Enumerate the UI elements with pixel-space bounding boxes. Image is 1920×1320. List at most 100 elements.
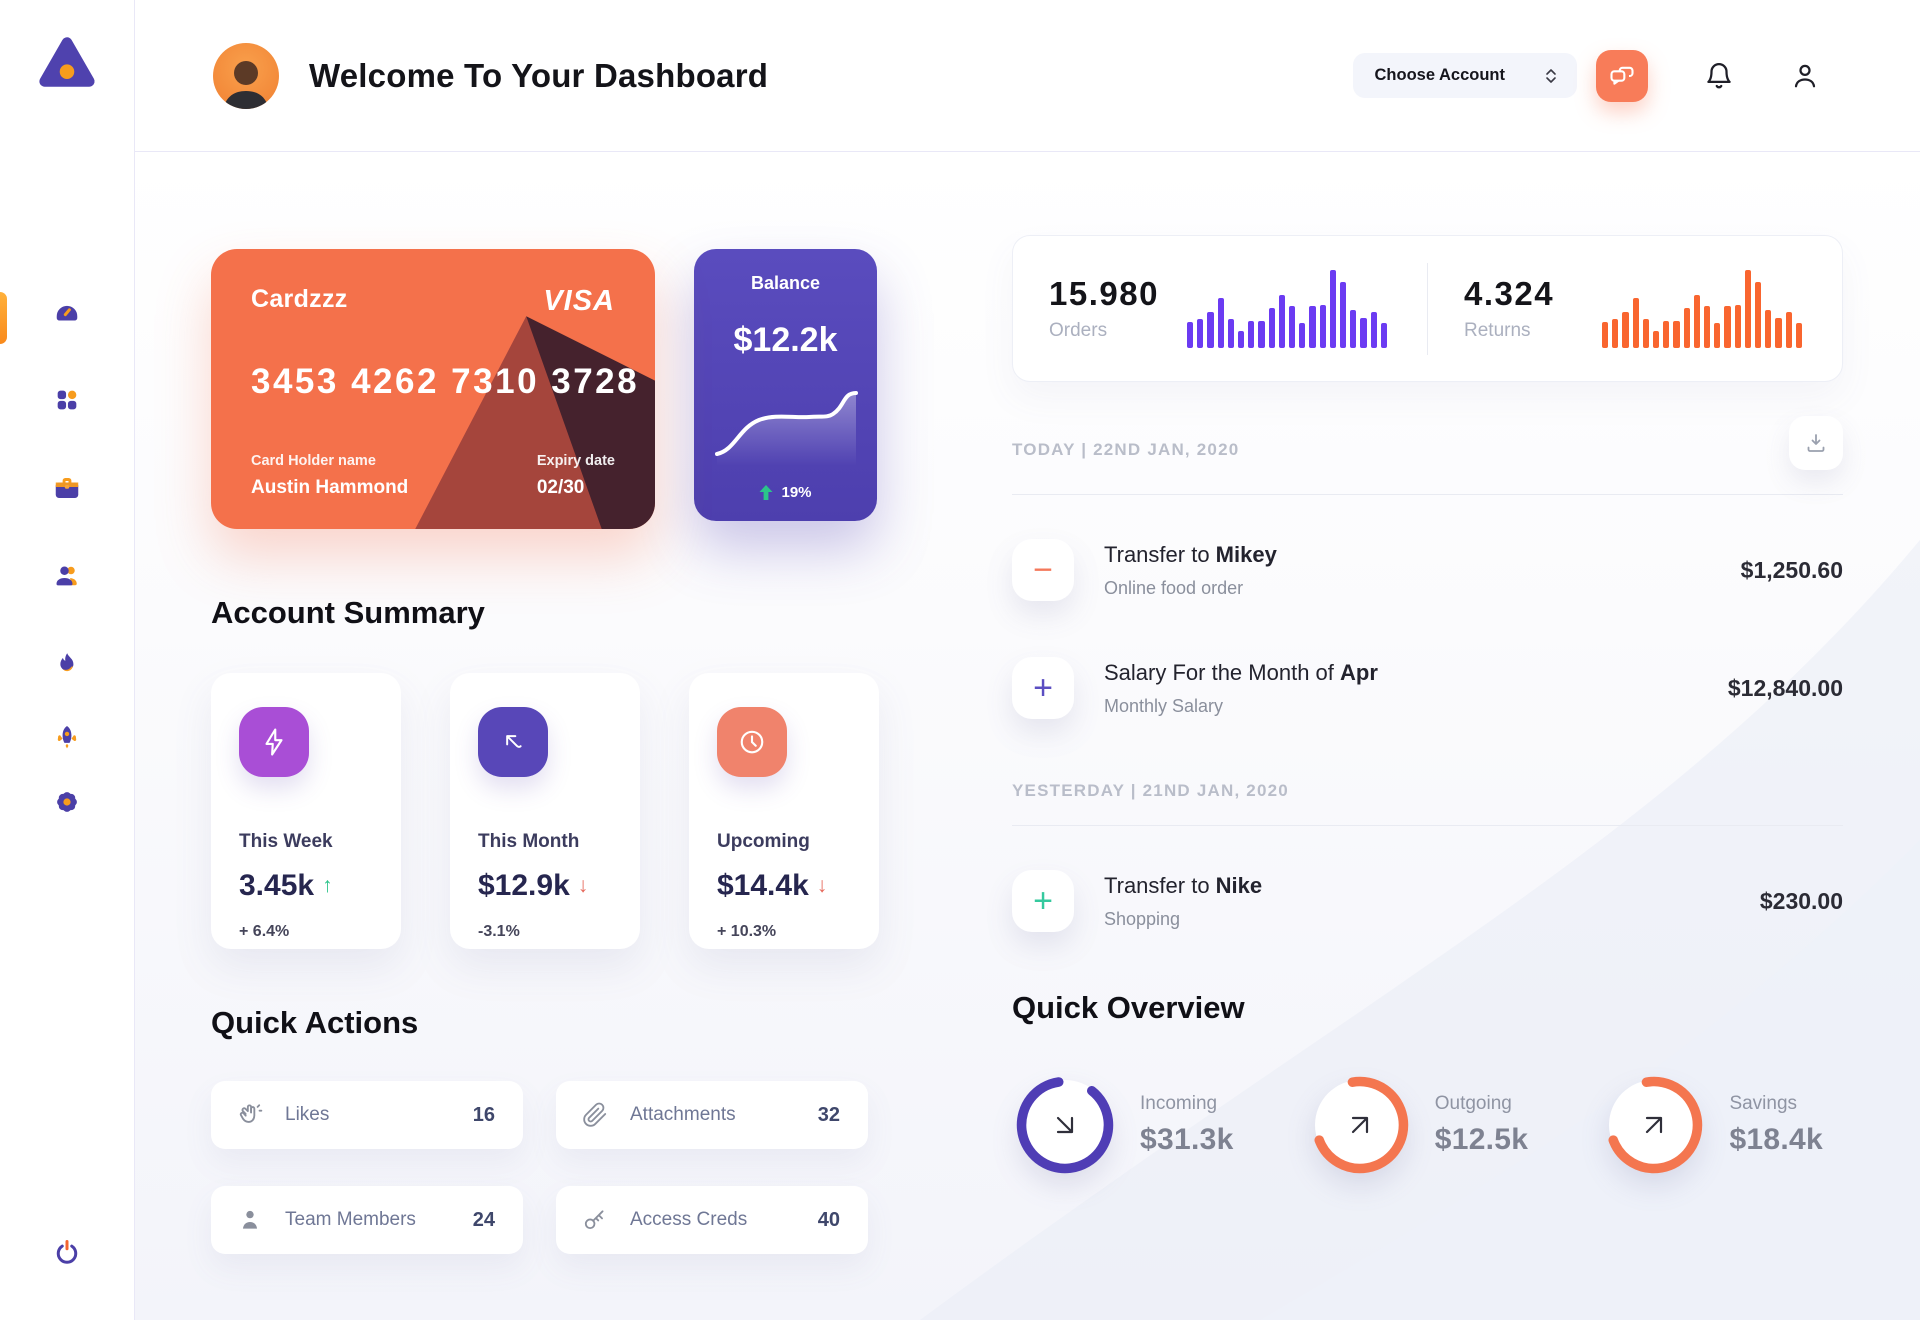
- nav-item-dashboard[interactable]: [47, 294, 87, 330]
- overview-value: $31.3k: [1140, 1123, 1234, 1156]
- summary-card-this-week: This Week 3.45k ↑ + 6.4%: [211, 673, 401, 949]
- yesterday-date-header: YESTERDAY | 21ND JAN, 2020: [1012, 781, 1289, 800]
- sidebar: [0, 0, 135, 1320]
- active-nav-indicator: [0, 292, 7, 344]
- chat-icon: [1610, 66, 1634, 85]
- divider: [1012, 494, 1843, 495]
- summary-label: This Week: [239, 831, 333, 852]
- rocket-icon: [57, 726, 77, 749]
- summary-change: -3.1%: [478, 923, 520, 940]
- stats-divider: [1427, 262, 1428, 355]
- quick-overview-row: Incoming $31.3k Outgoing $12.5k: [1012, 1072, 1843, 1178]
- account-summary-cards: This Week 3.45k ↑ + 6.4% This Month $12.…: [211, 673, 879, 949]
- arrow-up-right-icon: [1646, 1116, 1663, 1134]
- transaction-subtitle: Online food order: [1104, 577, 1244, 598]
- transaction-row[interactable]: − Transfer to Mikey Online food order $1…: [1012, 539, 1843, 601]
- transaction-row[interactable]: + Salary For the Month of Apr Monthly Sa…: [1012, 657, 1843, 719]
- visa-logo: VISA: [543, 285, 615, 317]
- logout-button[interactable]: [47, 1232, 87, 1272]
- overview-value: $18.4k: [1729, 1123, 1823, 1156]
- lightning-icon: [265, 728, 283, 756]
- transaction-title: Salary For the Month of Apr: [1104, 659, 1378, 685]
- bell-icon: [1707, 62, 1731, 88]
- transaction-amount: $1,250.60: [1740, 556, 1843, 583]
- left-column: Cardzzz VISA 3453 4262 7310 3728 Card Ho…: [211, 249, 879, 1254]
- plus-icon: +: [1012, 657, 1074, 719]
- balance-change: 19%: [781, 484, 812, 501]
- card-expiry-value: 02/30: [536, 477, 585, 498]
- credit-card: Cardzzz VISA 3453 4262 7310 3728 Card Ho…: [211, 249, 655, 529]
- card-holder-name: Austin Hammond: [251, 477, 409, 498]
- transaction-title: Transfer to Mikey: [1104, 541, 1277, 567]
- choose-account-label: Choose Account: [1374, 66, 1505, 84]
- divider: [1012, 825, 1843, 826]
- overview-outgoing: Outgoing $12.5k: [1307, 1072, 1529, 1178]
- outgoing-donut-chart: [1307, 1072, 1413, 1178]
- balance-card: Balance $12.2k 19%: [694, 249, 877, 521]
- gear-icon: [57, 792, 77, 812]
- quick-action-likes[interactable]: Likes 16: [211, 1081, 523, 1149]
- quick-action-label: Likes: [285, 1104, 330, 1125]
- power-icon: [56, 1239, 78, 1264]
- nav-item-apps[interactable]: [47, 382, 87, 418]
- page-title: Welcome To Your Dashboard: [309, 56, 769, 94]
- overview-label: Savings: [1729, 1093, 1798, 1114]
- orders-label: Orders: [1049, 320, 1108, 341]
- quick-action-label: Attachments: [630, 1104, 736, 1125]
- card-holder-label: Card Holder name: [251, 453, 376, 469]
- overview-label: Outgoing: [1434, 1093, 1512, 1114]
- overview-incoming: Incoming $31.3k: [1012, 1072, 1234, 1178]
- nav-item-work[interactable]: [47, 470, 87, 506]
- nav-item-settings[interactable]: [47, 784, 87, 820]
- choose-account-dropdown[interactable]: Choose Account: [1352, 53, 1577, 98]
- nav-item-boost[interactable]: [47, 719, 87, 755]
- card-expiry-label: Expiry date: [536, 453, 615, 469]
- quick-actions-title: Quick Actions: [211, 1005, 419, 1040]
- messages-button[interactable]: [1596, 49, 1648, 102]
- profile-button[interactable]: [1790, 61, 1820, 91]
- arrow-up-right-icon: [1351, 1116, 1368, 1134]
- notifications-button[interactable]: [1704, 61, 1734, 91]
- nav-item-team[interactable]: [47, 558, 87, 594]
- summary-value: $12.9k ↓: [478, 869, 589, 902]
- transaction-amount: $12,840.00: [1727, 674, 1843, 701]
- app-logo-icon: [31, 26, 103, 98]
- card-number: 3453 4262 7310 3728: [251, 362, 640, 401]
- transaction-subtitle: Monthly Salary: [1104, 695, 1224, 716]
- orders-bar-chart: [1187, 269, 1388, 348]
- transaction-amount: $230.00: [1759, 887, 1843, 914]
- savings-donut-chart: [1601, 1072, 1707, 1178]
- transaction-title: Transfer to Nike: [1104, 872, 1263, 898]
- nav-item-trending[interactable]: [47, 646, 87, 682]
- trend-down-icon: ↓: [816, 874, 828, 897]
- quick-action-count: 32: [817, 1103, 840, 1126]
- quick-action-attachments[interactable]: Attachments 32: [556, 1081, 868, 1149]
- gauge-icon: [56, 305, 78, 321]
- balance-label: Balance: [750, 273, 821, 293]
- orders-returns-card: 15.980 Orders 4.324 Returns: [1012, 235, 1843, 382]
- download-button[interactable]: [1789, 416, 1843, 470]
- quick-action-access-creds[interactable]: Access Creds 40: [556, 1186, 868, 1254]
- today-date-header: TODAY | 22ND JAN, 2020: [1012, 440, 1240, 459]
- balance-value: $12.2k: [733, 321, 838, 359]
- returns-label: Returns: [1464, 320, 1531, 341]
- summary-card-this-month: This Month $12.9k ↓ -3.1%: [450, 673, 640, 949]
- summary-change: + 10.3%: [717, 923, 777, 940]
- quick-action-count: 40: [817, 1208, 840, 1231]
- account-summary-title: Account Summary: [211, 595, 485, 630]
- arrow-up-icon: [759, 484, 773, 500]
- transaction-row[interactable]: + Transfer to Nike Shopping $230.00: [1012, 870, 1843, 932]
- clap-icon: [239, 1104, 263, 1123]
- summary-change: + 6.4%: [239, 923, 290, 940]
- summary-label: This Month: [478, 831, 580, 852]
- paperclip-icon: [583, 1102, 607, 1127]
- quick-action-team-members[interactable]: Team Members 24: [211, 1186, 523, 1254]
- user-avatar[interactable]: [213, 42, 279, 109]
- overview-savings: Savings $18.4k: [1601, 1072, 1823, 1178]
- user-icon: [1794, 64, 1816, 87]
- flame-icon: [60, 653, 74, 672]
- returns-stat: 4.324 Returns: [1428, 269, 1842, 348]
- quick-action-label: Team Members: [285, 1209, 416, 1230]
- orders-value: 15.980: [1049, 275, 1159, 312]
- plus-icon: +: [1012, 870, 1074, 932]
